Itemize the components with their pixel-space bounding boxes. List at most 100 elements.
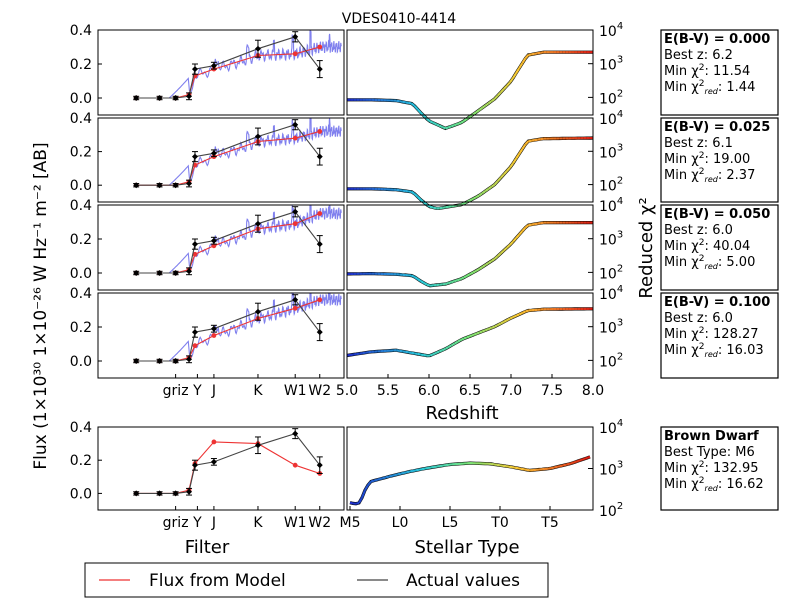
chi2-curve-segment <box>526 468 531 472</box>
chi2-curve-segment <box>478 106 483 111</box>
info-line-3: Min χ2red: 16.03 <box>664 342 764 359</box>
model-flux-point-Y <box>192 251 198 257</box>
chi2-curve-segment <box>509 162 514 169</box>
filter-tick-label-Y: Y <box>192 383 202 399</box>
chi2-curve-segment <box>355 501 360 505</box>
flux-ytick-label: 0.4 <box>70 286 92 302</box>
chi2-curve-segment <box>521 143 527 150</box>
actual-flux-point-K <box>254 220 261 227</box>
xtick-label-T0: T0 <box>490 515 508 531</box>
chi2-curve-segment <box>574 459 579 464</box>
chi2-curve-outline <box>347 221 593 288</box>
actual-flux-point-z <box>186 488 193 495</box>
chi2-curve-segment <box>391 473 396 477</box>
chi2-curve-segment <box>496 91 502 97</box>
flux-axes-frame <box>97 204 345 291</box>
info-line-2: Min χ2: 40.04 <box>664 238 750 254</box>
model-flux-line <box>136 441 320 494</box>
chi2-curve-segment <box>515 153 521 160</box>
filter-axis-label: Filter <box>185 537 230 558</box>
chi2-curve-segment <box>406 470 411 474</box>
xtick-label-5.0: 5.0 <box>336 383 358 399</box>
xtick-label-T5: T5 <box>540 515 558 531</box>
chi2-curve-segment <box>417 278 422 283</box>
chi2-curve-segment <box>451 342 456 347</box>
info-box-frame <box>660 204 779 291</box>
chi2-curve-segment <box>360 489 367 499</box>
chi2-curve-segment <box>496 177 502 182</box>
chi2-curve-segment <box>537 222 541 225</box>
chi2-curve-segment <box>410 190 416 195</box>
actual-flux-point-K <box>254 45 261 52</box>
chi2-curve-segment <box>423 201 428 206</box>
chi2-curve-segment <box>521 226 527 232</box>
chi2-ytick-label: 104 <box>599 109 623 128</box>
chi2-curve-segment <box>423 353 428 357</box>
actual-flux-point-W1 <box>292 296 299 303</box>
chi2-ytick-label: 104 <box>599 196 623 215</box>
chi2-curve-segment <box>521 57 527 64</box>
chi2-curve-segment <box>487 185 493 190</box>
chi2-ytick-label: 102 <box>599 88 623 107</box>
flux-ytick-label: 0.2 <box>70 232 92 248</box>
info-line-1: Best z: 6.0 <box>664 311 733 326</box>
chi2-panel-ebv-2: 102 103 104 <box>346 196 623 291</box>
chi2-curve-segment <box>487 100 493 105</box>
chi2-curve-segment <box>568 462 573 466</box>
stellar-axis-label: Stellar Type <box>414 537 519 558</box>
info-box-frame <box>660 426 779 511</box>
actual-flux-point-i <box>172 358 179 364</box>
chi2-curve-segment <box>399 100 403 103</box>
chi2-curve-segment <box>577 458 582 463</box>
chi2-curve-segment <box>454 278 459 283</box>
actual-flux-point-J <box>210 325 217 332</box>
chi2-curve-segment <box>412 469 417 472</box>
flux-ytick-label: 0.4 <box>70 23 92 39</box>
filter-tick-label-J: J <box>211 515 216 531</box>
chi2-curve-segment <box>445 126 449 130</box>
info-line-1: Best Type: M6 <box>664 445 755 460</box>
chi2-curve-segment <box>379 477 384 481</box>
filter-tick-label-K: K <box>253 383 263 399</box>
flux-ytick-label: 0.2 <box>70 320 92 336</box>
chi2-curve-segment <box>444 346 450 350</box>
chi2-curve-segment <box>413 105 419 111</box>
chi2-curve-segment <box>438 349 443 353</box>
legend-actual-label: Actual values <box>406 571 520 591</box>
chi2-curve-segment <box>540 221 544 225</box>
filter-tick-label-griz: griz <box>163 383 189 399</box>
chi2-curve-segment <box>432 351 437 356</box>
chi2-curve-segment <box>435 123 440 127</box>
chi2-ytick-label: 104 <box>599 418 623 437</box>
chi2-curve-segment <box>463 274 468 279</box>
chi2-curve-segment <box>426 283 431 287</box>
chi2-curve-segment <box>429 353 434 357</box>
flux-panel-ebv-1: 0.4 0.2 0.0 <box>70 111 345 203</box>
chi2-curve-segment <box>396 349 400 352</box>
actual-flux-point-z <box>186 93 193 100</box>
actual-flux-point-i <box>172 95 179 101</box>
chi2-curve-segment <box>411 274 416 279</box>
chi2-curve-segment <box>403 471 408 474</box>
chi2-curve-segment <box>550 466 555 470</box>
chi2-curve-segment <box>460 337 465 341</box>
flux-axis-label: Flux (1×10³⁰ 1×10⁻²⁶ W Hz⁻¹ m⁻² [AB] <box>31 142 51 469</box>
chi2-curve-segment <box>586 455 591 459</box>
flux-ytick-label: 0.0 <box>70 354 92 370</box>
chi2-curve-segment <box>451 124 455 128</box>
actual-flux-point-z <box>186 180 193 187</box>
chi2-curve-segment <box>382 476 387 480</box>
actual-flux-point-K <box>254 133 261 140</box>
chi2-curve-segment <box>525 309 529 313</box>
info-line-3: Min χ2red: 5.00 <box>664 254 755 271</box>
chi2-curve-segment <box>454 122 459 127</box>
actual-flux-point-W1 <box>292 208 299 215</box>
chi2-curve-segment <box>441 126 446 130</box>
chi2-curve-segment <box>484 328 489 332</box>
actual-flux-point-r <box>156 358 163 364</box>
chi2-curve-segment <box>385 475 390 479</box>
chi2-curve-segment <box>466 273 471 277</box>
actual-flux-point-W2 <box>316 66 323 73</box>
chi2-curve-segment <box>421 467 426 471</box>
chi2-curve-segment <box>424 466 429 470</box>
